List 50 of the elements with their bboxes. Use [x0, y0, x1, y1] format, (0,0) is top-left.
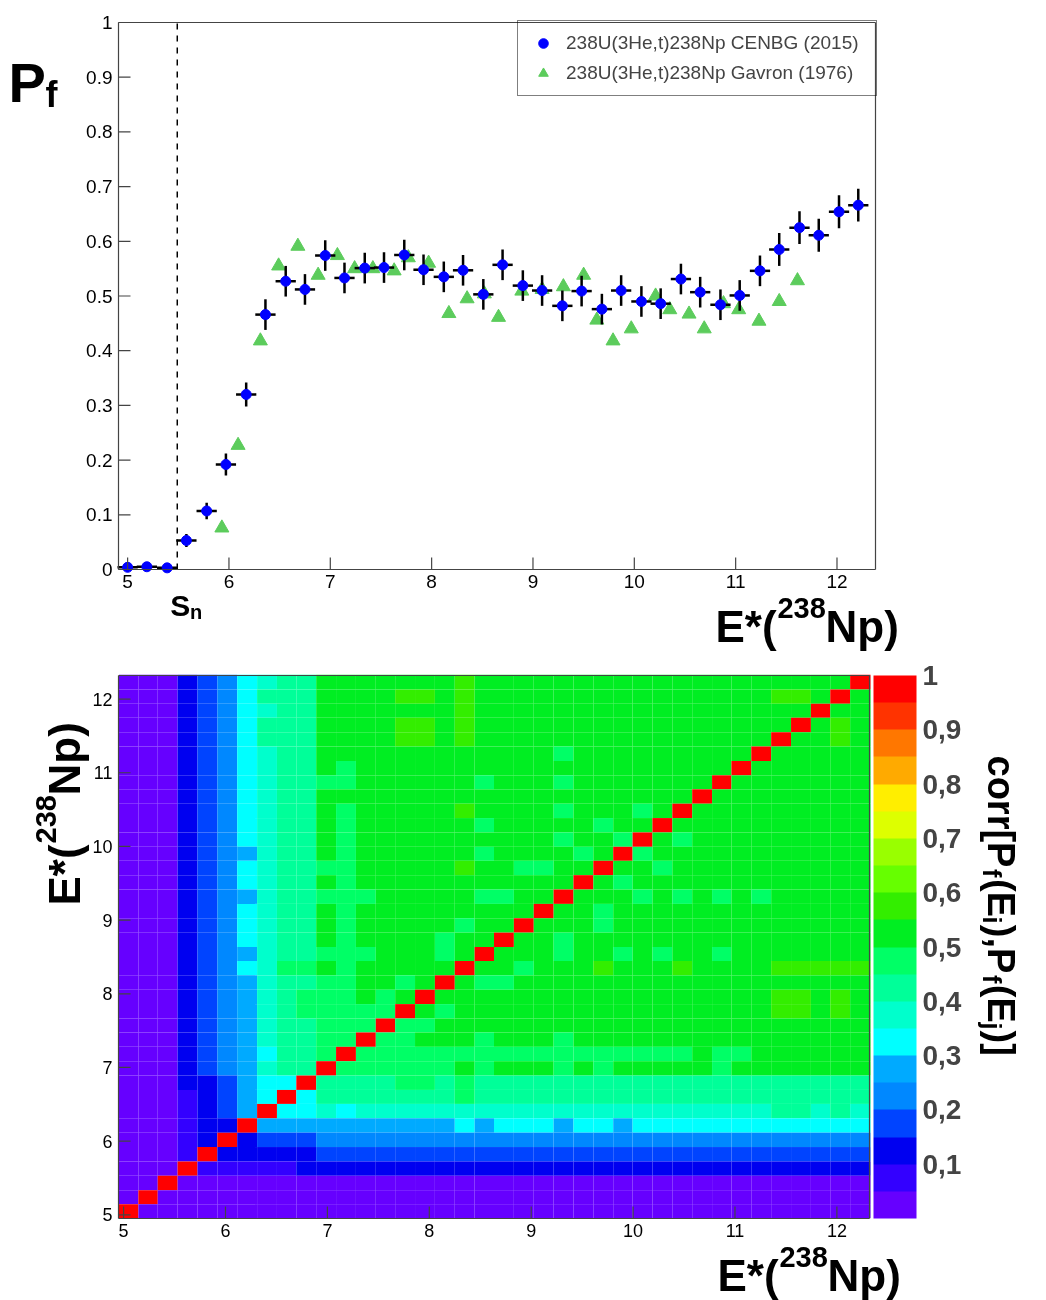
y-tick-label: 0.1 — [86, 504, 113, 526]
x-tick-label: 7 — [325, 570, 336, 592]
x-tick-label: 8 — [426, 570, 437, 592]
x-tick-label: 10 — [623, 570, 645, 592]
y-tick-label: 12 — [92, 689, 113, 710]
color-bar-label: 0,4 — [922, 985, 962, 1017]
y-tick-label: 10 — [92, 836, 113, 857]
color-bar-label: 0,3 — [922, 1040, 962, 1072]
x-tick-label: 11 — [725, 1220, 745, 1241]
x-tick-label: 12 — [826, 1220, 847, 1241]
y-tick-label: 9 — [102, 910, 113, 931]
legend-label: 238U(3He,t)238Np CENBG (2015) — [566, 31, 860, 55]
y-axis-title: Pf — [8, 51, 59, 116]
x-tick-label: 7 — [322, 1220, 333, 1241]
color-bar-label: 1 — [922, 660, 939, 691]
y-tick-label: 1 — [101, 12, 113, 33]
y-tick-label: 0.3 — [86, 394, 113, 416]
y-tick-label: 7 — [102, 1057, 113, 1078]
color-bar-label: 0,1 — [922, 1148, 962, 1180]
y-tick-label: 0.8 — [86, 121, 113, 143]
x-tick-label: 6 — [220, 1220, 231, 1241]
x-tick-label: 9 — [527, 570, 539, 592]
y-tick-label: 5 — [102, 1205, 113, 1226]
y-tick-label: 0.9 — [86, 66, 113, 88]
x-tick-label: 8 — [424, 1220, 435, 1241]
x-tick-label: 5 — [118, 1220, 129, 1241]
y-tick-label: 6 — [102, 1131, 113, 1152]
x-tick-label: 6 — [223, 570, 235, 592]
color-bar-label: 0,9 — [922, 714, 962, 746]
color-bar-label: 0,8 — [922, 768, 962, 800]
y-tick-label: 0 — [101, 559, 113, 580]
y-tick-label: 0.5 — [86, 285, 113, 307]
y-tick-label: 0.7 — [86, 176, 113, 198]
y-tick-label: 0.6 — [86, 230, 113, 252]
color-bar-label: 0,2 — [922, 1094, 962, 1126]
color-bar-label: 0,6 — [922, 877, 962, 909]
y-axis-title: E*(238Np) — [30, 722, 89, 906]
y-tick-label: 11 — [93, 763, 113, 784]
text: corr[Pf(Ei),Pf(Ej)] — [978, 755, 1022, 1056]
x-tick-label: 10 — [623, 1220, 644, 1241]
x-tick-label: 11 — [725, 570, 746, 592]
x-tick-label: 9 — [526, 1220, 537, 1241]
y-tick-label: 0.2 — [86, 449, 113, 471]
color-bar-label: 0,5 — [922, 931, 962, 963]
x-tick-label: 5 — [122, 570, 133, 592]
color-bar-label: 0,7 — [922, 822, 962, 854]
x-tick-label: 12 — [826, 570, 848, 592]
legend-label: 238U(3He,t)238Np Gavron (1976) — [566, 61, 855, 85]
y-tick-label: 0.4 — [86, 340, 113, 362]
y-tick-label: 8 — [102, 984, 113, 1005]
